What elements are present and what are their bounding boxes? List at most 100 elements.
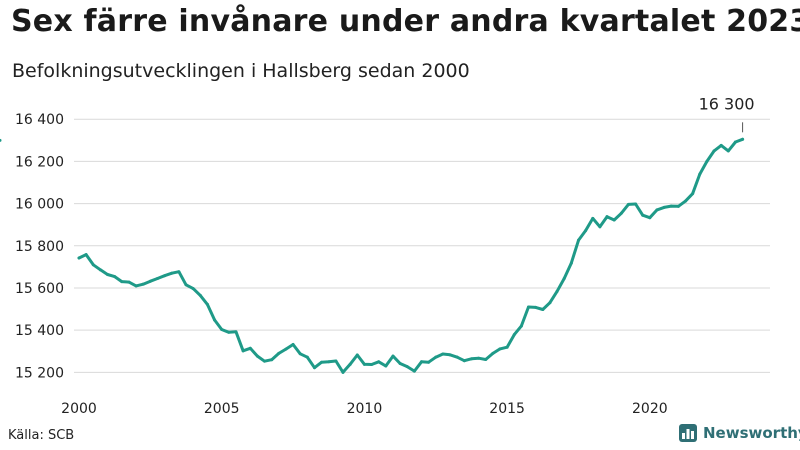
data-point <box>134 284 138 288</box>
data-point <box>705 159 709 163</box>
data-point <box>576 238 580 242</box>
y-tick-label: 15 200 <box>15 365 64 381</box>
y-tick-label: 16 400 <box>15 112 64 128</box>
data-point <box>498 347 502 351</box>
data-point <box>541 307 545 311</box>
data-point <box>263 359 267 363</box>
data-point <box>648 216 652 220</box>
data-point <box>405 365 409 369</box>
data-point <box>141 282 145 286</box>
data-point <box>484 357 488 361</box>
data-point <box>184 283 188 287</box>
data-point <box>341 370 345 374</box>
data-point <box>320 360 324 364</box>
bar-chart-icon <box>679 424 697 442</box>
data-point <box>241 349 245 353</box>
data-point <box>113 275 117 279</box>
data-point <box>355 353 359 357</box>
data-point <box>434 355 438 359</box>
data-point <box>391 354 395 358</box>
data-point <box>198 293 202 297</box>
data-point <box>98 268 102 272</box>
data-point <box>448 353 452 357</box>
annotation-group: 16 300 <box>699 94 755 133</box>
y-tick-label: 16 000 <box>15 197 64 213</box>
data-point <box>248 346 252 350</box>
data-point <box>477 356 481 360</box>
data-point <box>512 333 516 337</box>
data-point <box>519 324 523 328</box>
data-point <box>191 287 195 291</box>
data-point <box>548 301 552 305</box>
data-point <box>327 360 331 364</box>
source-note: Källa: SCB <box>8 428 75 443</box>
data-point <box>612 218 616 222</box>
data-point <box>84 253 88 257</box>
series-line <box>77 137 745 374</box>
x-tick-label: 2015 <box>489 401 525 417</box>
data-point <box>719 143 723 147</box>
data-point <box>334 359 338 363</box>
data-point <box>619 211 623 215</box>
series-group <box>0 137 745 374</box>
data-point <box>220 328 224 332</box>
data-point <box>348 362 352 366</box>
data-point <box>412 369 416 373</box>
data-point <box>598 225 602 229</box>
y-axis-ticks: 15 200 15 400 15 600 15 800 16 000 16 200 16 4… <box>15 112 64 381</box>
data-point <box>641 213 645 217</box>
data-point <box>441 352 445 356</box>
y-tick-label: 15 600 <box>15 281 64 297</box>
data-point <box>527 305 531 309</box>
data-point <box>177 270 181 274</box>
data-point <box>534 305 538 309</box>
data-point <box>213 318 217 322</box>
gridlines <box>74 118 770 373</box>
annotation-label: 16 300 <box>699 94 755 113</box>
data-point <box>170 271 174 275</box>
data-point <box>691 192 695 196</box>
data-point <box>398 361 402 365</box>
data-point <box>298 352 302 356</box>
data-point <box>284 347 288 351</box>
y-tick-label: 15 400 <box>15 323 64 339</box>
data-point <box>377 360 381 364</box>
data-point <box>155 276 159 280</box>
data-point <box>712 149 716 153</box>
data-point <box>726 149 730 153</box>
data-point <box>562 276 566 280</box>
data-point <box>106 272 110 276</box>
data-point <box>163 274 167 278</box>
data-point <box>127 280 131 284</box>
data-point <box>427 360 431 364</box>
brand-logo[interactable]: Newsworthy <box>679 424 800 442</box>
data-point <box>0 138 2 142</box>
data-point <box>362 362 366 366</box>
data-point <box>462 359 466 363</box>
data-point <box>148 279 152 283</box>
data-point <box>277 351 281 355</box>
data-point <box>227 330 231 334</box>
data-point <box>605 215 609 219</box>
data-point <box>591 216 595 220</box>
data-point <box>684 199 688 203</box>
data-point <box>662 205 666 209</box>
brand-name: Newsworthy <box>703 424 800 442</box>
data-point <box>698 172 702 176</box>
data-point <box>491 351 495 355</box>
y-tick-label: 16 200 <box>15 154 64 170</box>
data-point <box>305 355 309 359</box>
data-point <box>634 202 638 206</box>
data-point <box>505 345 509 349</box>
data-point <box>370 363 374 367</box>
x-tick-label: 2010 <box>347 401 383 417</box>
data-point <box>384 364 388 368</box>
data-point <box>469 357 473 361</box>
data-point <box>555 289 559 293</box>
data-point <box>291 343 295 346</box>
data-point <box>676 204 680 208</box>
data-point <box>733 140 737 144</box>
data-point <box>569 261 573 265</box>
x-tick-label: 2000 <box>61 401 97 417</box>
